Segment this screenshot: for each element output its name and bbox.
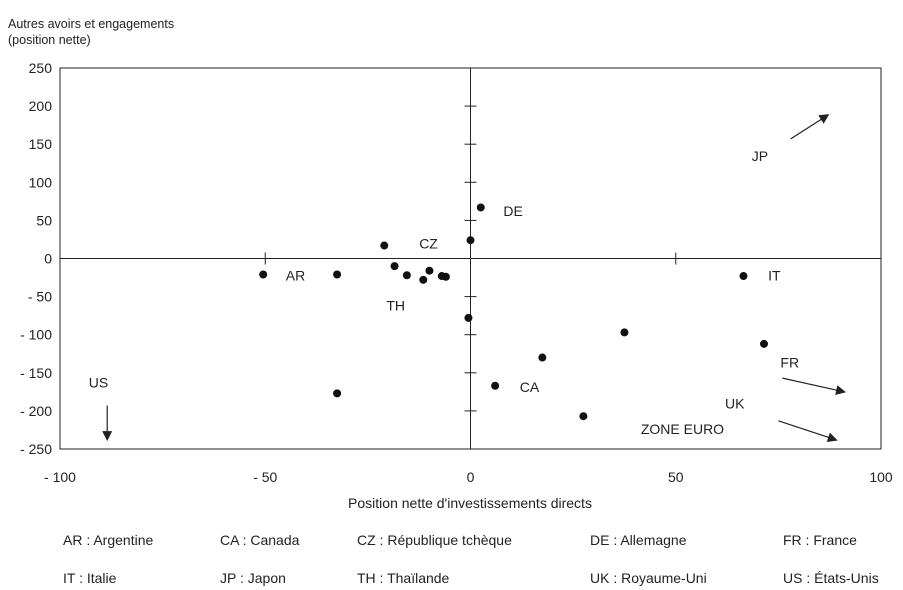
arrow-zone-euro	[778, 420, 838, 443]
data-point	[760, 339, 769, 348]
country-label-de: DE	[503, 203, 522, 219]
y-tick-label: - 200	[20, 403, 52, 419]
data-point	[419, 275, 428, 284]
y-tick-label: 200	[29, 98, 53, 114]
y-tick-label: 150	[29, 136, 53, 152]
data-point	[425, 266, 434, 275]
data-point	[333, 389, 342, 398]
country-label-us: US	[89, 374, 108, 390]
country-label-uk: UK	[725, 396, 745, 412]
data-point	[390, 262, 399, 271]
y-tick-label: 0	[44, 251, 52, 267]
data-point	[441, 272, 450, 281]
y-tick-label: - 150	[20, 365, 52, 381]
arrow-fr	[782, 377, 847, 395]
arrow-jp	[790, 114, 830, 140]
y-axis-title-line-2: (position nette)	[8, 33, 91, 47]
x-axis-title: Position nette d'investissements directs	[348, 495, 592, 511]
data-point	[476, 203, 485, 212]
legend-item-cz: CZ : République tchèque	[357, 532, 512, 548]
y-axis-title: Autres avoirs et engagements (position n…	[8, 16, 174, 48]
data-point	[333, 270, 342, 279]
legend-item-us: US : États-Unis	[783, 570, 879, 586]
y-tick-label: - 250	[20, 441, 52, 457]
data-point	[579, 412, 588, 421]
legend-item-uk: UK : Royaume-Uni	[590, 570, 707, 586]
legend-item-it: IT : Italie	[63, 570, 117, 586]
country-label-th: TH	[386, 297, 405, 313]
legend-item-ar: AR : Argentine	[63, 532, 154, 548]
country-label-ca: CA	[520, 379, 540, 395]
data-point	[402, 271, 411, 280]
legend-item-ca: CA : Canada	[220, 532, 300, 548]
data-point	[620, 328, 629, 337]
country-label-jp: JP	[752, 148, 768, 164]
legend-item-jp: JP : Japon	[220, 570, 286, 586]
data-point	[466, 236, 475, 245]
data-point	[464, 313, 473, 322]
country-label-ar: AR	[286, 268, 305, 284]
data-point	[259, 270, 268, 279]
country-label-cz: CZ	[419, 236, 438, 252]
y-tick-label: - 100	[20, 327, 52, 343]
data-point	[491, 381, 500, 390]
y-tick-label: 50	[36, 212, 52, 228]
data-point	[739, 272, 748, 281]
x-tick-label: - 50	[253, 469, 277, 485]
country-label-fr: FR	[780, 354, 799, 370]
y-axis-title-line-1: Autres avoirs et engagements	[8, 17, 175, 31]
x-tick-label: 0	[467, 469, 475, 485]
y-tick-label: - 50	[28, 289, 52, 305]
data-point	[380, 241, 389, 250]
data-point	[538, 353, 547, 362]
x-tick-label: - 100	[44, 469, 76, 485]
country-label-zone-euro: ZONE EURO	[641, 421, 724, 437]
legend-item-th: TH : Thaïlande	[357, 570, 450, 586]
x-tick-label: 50	[668, 469, 684, 485]
legend-item-de: DE : Allemagne	[590, 532, 687, 548]
country-label-it: IT	[768, 268, 781, 284]
y-tick-label: 250	[29, 60, 53, 76]
x-tick-label: 100	[869, 469, 893, 485]
legend-item-fr: FR : France	[783, 532, 857, 548]
y-tick-label: 100	[29, 174, 53, 190]
